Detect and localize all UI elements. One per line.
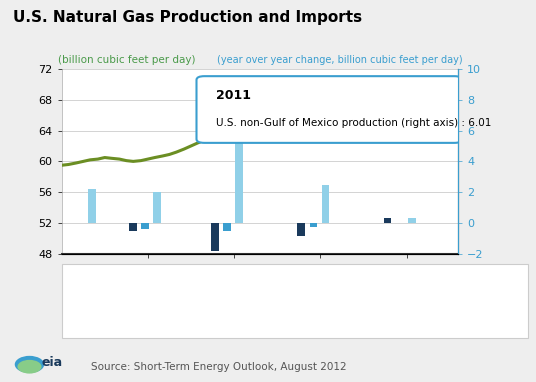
Bar [310,223,317,227]
Ellipse shape [14,356,44,373]
Bar [129,223,137,231]
FancyBboxPatch shape [197,76,462,143]
Bar [211,223,219,251]
Bar [384,218,391,223]
Text: Total marketed production (left axis): Total marketed production (left axis) [122,272,325,282]
Bar [80,329,113,338]
Bar [297,223,305,235]
Text: (billion cubic feet per day): (billion cubic feet per day) [58,55,195,65]
Bar [80,315,113,324]
Text: eia: eia [41,356,63,369]
Bar [224,223,231,231]
Text: Source: Short-Term Energy Outlook, August 2012: Source: Short-Term Energy Outlook, Augus… [91,363,347,372]
Text: (year over year change, billion cubic feet per day): (year over year change, billion cubic fe… [217,55,462,65]
Bar [80,301,113,310]
Bar [235,130,243,223]
Text: U.S. non-Gulf of Mexico production (right axis): U.S. non-Gulf of Mexico production (righ… [122,329,381,338]
Text: 2011: 2011 [217,89,251,102]
Bar [88,189,96,223]
Bar [322,185,329,223]
Text: U.S. Natural Gas Production and Imports: U.S. Natural Gas Production and Imports [13,10,362,24]
Text: U.S. net imports (right axis): U.S. net imports (right axis) [122,300,277,310]
Text: Marketed production forecast (left axis): Marketed production forecast (left axis) [122,286,343,296]
Bar [408,218,415,223]
Text: U.S. non-Gulf of Mexico production (right axis) : 6.01: U.S. non-Gulf of Mexico production (righ… [217,118,492,128]
Ellipse shape [17,360,42,374]
Bar [153,192,161,223]
Text: Federal Gulf of Mexico production (right axis): Federal Gulf of Mexico production (right… [122,314,374,324]
Bar [142,223,149,229]
